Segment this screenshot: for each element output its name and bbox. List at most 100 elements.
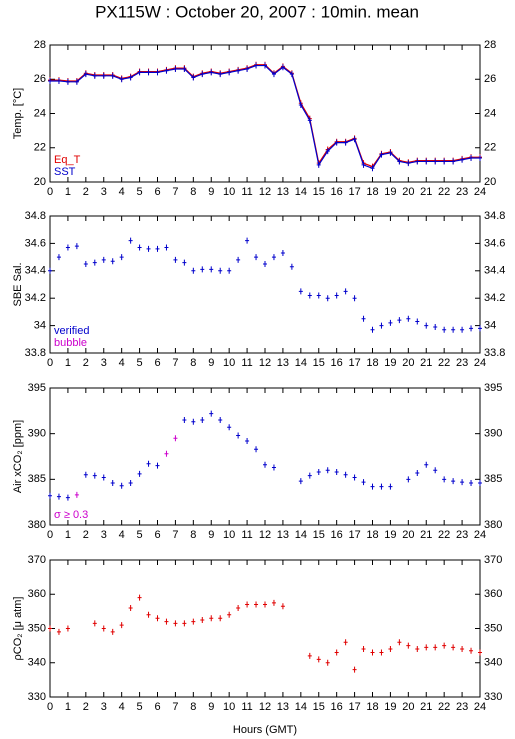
x-tick-label: 4 bbox=[119, 357, 125, 369]
data-point bbox=[200, 616, 205, 623]
data-point bbox=[182, 65, 187, 72]
data-point bbox=[110, 258, 115, 265]
data-point bbox=[397, 158, 402, 165]
data-point bbox=[433, 323, 438, 330]
data-point bbox=[227, 611, 232, 618]
data-point bbox=[92, 259, 97, 266]
x-tick-label: 0 bbox=[47, 701, 53, 713]
x-tick-label: 3 bbox=[101, 186, 107, 198]
series-line bbox=[50, 64, 480, 170]
data-point bbox=[379, 649, 384, 656]
data-point bbox=[128, 237, 133, 244]
data-point bbox=[83, 471, 88, 478]
data-point bbox=[137, 594, 142, 601]
y-tick-label: 395 bbox=[28, 382, 46, 394]
x-tick-label: 21 bbox=[420, 701, 432, 713]
data-point bbox=[236, 604, 241, 611]
data-point bbox=[388, 149, 393, 156]
y-tick-label: 34.4 bbox=[25, 265, 46, 277]
data-point bbox=[191, 418, 196, 425]
x-tick-label: 10 bbox=[223, 357, 235, 369]
data-point bbox=[173, 65, 178, 72]
data-point bbox=[137, 69, 142, 76]
data-point bbox=[343, 139, 348, 146]
data-point bbox=[361, 315, 366, 322]
data-point bbox=[56, 493, 61, 500]
data-point bbox=[460, 479, 465, 486]
data-point bbox=[155, 69, 160, 76]
x-tick-label: 14 bbox=[295, 186, 307, 198]
data-point bbox=[182, 620, 187, 627]
data-point bbox=[307, 117, 312, 124]
data-point bbox=[451, 158, 456, 165]
data-point bbox=[236, 256, 241, 263]
x-tick-label: 20 bbox=[402, 186, 414, 198]
data-point bbox=[406, 315, 411, 322]
data-point bbox=[74, 491, 79, 498]
data-point bbox=[388, 319, 393, 326]
data-point bbox=[334, 469, 339, 476]
data-point bbox=[460, 156, 465, 163]
data-point bbox=[442, 158, 447, 165]
data-point bbox=[289, 263, 294, 270]
x-tick-label: 23 bbox=[456, 357, 468, 369]
x-tick-label: 15 bbox=[313, 357, 325, 369]
x-tick-label: 11 bbox=[241, 357, 252, 369]
data-point bbox=[415, 646, 420, 653]
x-tick-label: 24 bbox=[474, 186, 486, 198]
legend-label: verified bbox=[54, 325, 89, 337]
x-tick-label: 13 bbox=[277, 186, 289, 198]
data-point bbox=[146, 69, 151, 76]
data-point bbox=[424, 644, 429, 651]
data-point bbox=[254, 601, 259, 608]
x-tick-label: 14 bbox=[295, 529, 307, 541]
data-point bbox=[298, 101, 303, 108]
data-point bbox=[334, 292, 339, 299]
x-tick-label: 10 bbox=[223, 186, 235, 198]
x-tick-label: 8 bbox=[190, 357, 196, 369]
x-tick-label: 12 bbox=[259, 186, 271, 198]
x-tick-label: 19 bbox=[384, 701, 396, 713]
x-tick-label: 17 bbox=[348, 186, 360, 198]
x-tick-label: 6 bbox=[154, 186, 160, 198]
data-point bbox=[433, 467, 438, 474]
y-tick-label: 20 bbox=[34, 176, 46, 188]
x-tick-label: 13 bbox=[277, 701, 289, 713]
data-point bbox=[379, 483, 384, 490]
data-point bbox=[209, 266, 214, 273]
y-tick-label: 22 bbox=[34, 142, 46, 154]
data-point bbox=[397, 639, 402, 646]
data-point bbox=[128, 479, 133, 486]
data-point bbox=[370, 483, 375, 490]
y-tick-label: 34 bbox=[34, 320, 46, 332]
data-point bbox=[65, 244, 70, 251]
y-tick-label: 24 bbox=[484, 107, 496, 119]
data-point bbox=[271, 464, 276, 471]
data-point bbox=[325, 295, 330, 302]
x-tick-label: 21 bbox=[420, 529, 432, 541]
data-point bbox=[397, 317, 402, 324]
x-tick-label: 5 bbox=[137, 529, 143, 541]
y-tick-label: 395 bbox=[484, 382, 502, 394]
data-point bbox=[48, 77, 52, 84]
data-point bbox=[209, 69, 214, 76]
data-point bbox=[469, 647, 474, 654]
data-point bbox=[343, 288, 348, 295]
y-tick-label: 380 bbox=[28, 519, 46, 531]
x-tick-label: 13 bbox=[277, 529, 289, 541]
data-point bbox=[271, 599, 276, 606]
data-point bbox=[101, 625, 106, 632]
legend-label: Eq_T bbox=[54, 154, 81, 166]
x-tick-label: 7 bbox=[172, 186, 178, 198]
x-tick-label: 23 bbox=[456, 701, 468, 713]
y-tick-label: 340 bbox=[28, 657, 46, 669]
data-point bbox=[48, 267, 52, 274]
x-tick-label: 9 bbox=[208, 357, 214, 369]
data-point bbox=[245, 437, 250, 444]
data-point bbox=[424, 322, 429, 329]
data-point bbox=[460, 326, 465, 333]
plot-frame bbox=[49, 215, 481, 354]
x-tick-label: 16 bbox=[331, 186, 343, 198]
data-point bbox=[263, 601, 267, 608]
